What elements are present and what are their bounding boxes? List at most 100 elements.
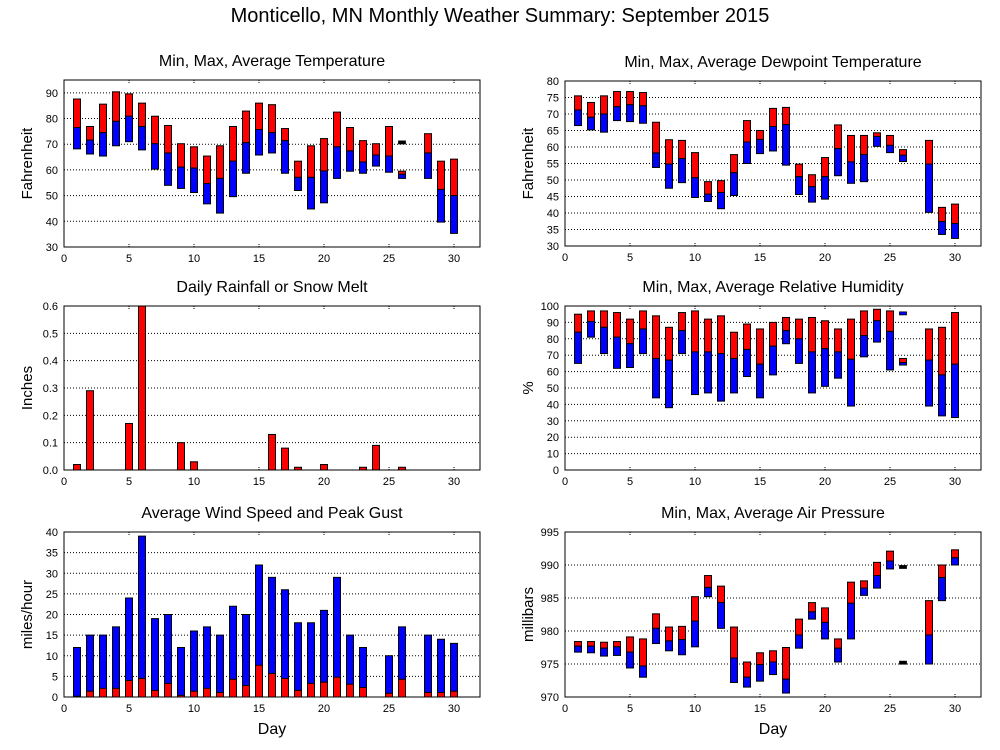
bar-avg-segment [613,336,621,369]
bar-max-segment [242,110,250,144]
bar-avg-segment [704,351,712,394]
bar-avg-segment [717,192,725,210]
bar-max-segment [268,104,276,134]
bar-max-segment [665,139,673,165]
y-tick-label: 995 [541,527,559,539]
bar-max-segment [691,596,699,622]
y-tick-label: 0 [52,692,58,704]
y-axis-label: % [520,381,537,394]
bar-avg-segment [691,620,699,648]
bar-avg-segment [333,146,341,179]
bar-max-segment [743,661,751,678]
bar-avg-segment [203,183,211,205]
bar-peak-gust [190,630,198,698]
marker [899,565,907,569]
bar-max-segment [385,126,393,157]
y-tick-label: 50 [547,175,559,187]
bar-average-wind-speed [112,687,120,698]
bar-avg-segment [652,152,660,168]
bar-avg-segment [821,348,829,387]
bar-max-segment [886,550,894,562]
bar-avg-segment [821,621,829,640]
bar-peak-gust [385,655,393,698]
y-tick-label: 40 [46,527,58,539]
bar-avg-segment [398,173,406,179]
bar-avg-segment [769,126,777,152]
bar-max-segment [769,107,777,128]
bar-peak-gust [216,634,224,698]
bar-avg-segment [138,126,146,151]
bar-avg-segment [717,602,725,629]
y-tick-label: 0.4 [43,356,58,368]
bar-avg-segment [925,359,933,407]
bar-max-segment [847,134,855,163]
bar-avg-segment [665,640,673,652]
plot-frame [63,79,481,248]
bar-avg-segment [639,105,647,124]
bar-max-segment [320,138,328,172]
y-tick-label: 45 [547,192,559,204]
bar-max-segment [860,134,868,156]
x-tick-label: 10 [188,703,200,715]
x-tick-label: 25 [884,703,896,715]
y-tick-label: 80 [547,334,559,346]
bar-avg-segment [125,115,133,143]
y-tick-label: 990 [541,560,559,572]
panel-title: Average Wind Speed and Peak Gust [141,505,403,522]
panel-temperature: Min, Max, Average Temperature30405060708… [19,53,481,265]
y-tick-label: 10 [46,651,58,663]
x-tick-label: 25 [884,476,896,488]
bar-average-wind-speed [86,690,94,698]
bar-avg-segment [190,167,198,194]
bar-max-segment [613,312,621,338]
y-tick-label: 35 [547,225,559,237]
bar-avg-segment [587,645,595,654]
bar-avg-segment [847,358,855,407]
bar-max-segment [678,139,686,160]
bar-avg-segment [281,140,289,174]
y-tick-label: 40 [547,208,559,220]
y-tick-label: 15 [46,630,58,642]
figure-title: Monticello, MN Monthly Weather Summary: … [230,5,770,27]
y-tick-label: 0.0 [43,465,58,477]
bar-peak-gust [437,638,445,698]
bar-average-wind-speed [164,682,172,698]
y-tick-label: 50 [46,191,58,203]
bar-max-segment [600,95,608,115]
bar-max-segment [138,102,146,128]
plot-frame [63,305,481,471]
panel-title: Min, Max, Average Relative Humidity [642,279,903,296]
bar-max-segment [99,103,107,134]
bar-max-segment [756,328,764,365]
bar-max-segment [665,326,673,361]
bar-max-segment [938,326,946,376]
bar-avg-segment [613,646,621,656]
bar-avg-segment [86,139,94,155]
y-axis-label: Fahrenheit [520,127,537,200]
bar-max-segment [925,328,933,361]
bar-max-segment [164,124,172,154]
y-tick-label: 20 [547,432,559,444]
plot-frame [564,531,982,698]
x-tick-label: 0 [562,252,568,264]
bar-max-segment [450,158,458,197]
bar-max-segment [782,316,790,332]
bar-max-segment [704,575,712,588]
x-tick-label: 25 [383,476,395,488]
x-tick-label: 0 [562,476,568,488]
bar-average-wind-speed [203,687,211,698]
bar-peak-gust [203,626,211,698]
marker [899,311,907,316]
bar-average-wind-speed [151,689,159,698]
bar-average-wind-speed [125,680,133,698]
bar-avg-segment [600,647,608,657]
bar-max-segment [860,580,868,589]
bar-avg-segment [847,161,855,184]
bar-max-segment [730,626,738,659]
bar-avg-segment [717,353,725,402]
bar-avg-segment [730,357,738,394]
x-tick-label: 0 [61,253,67,265]
y-tick-label: 75 [547,93,559,105]
